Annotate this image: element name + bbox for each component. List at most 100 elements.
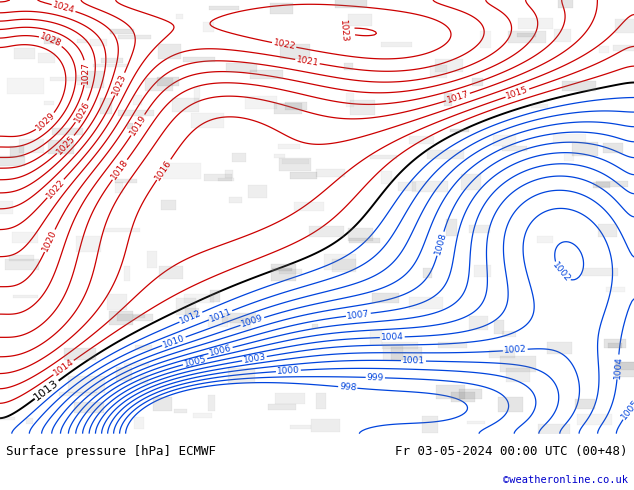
Bar [274, 103, 302, 114]
Text: 999: 999 [366, 373, 384, 382]
Bar [13, 49, 35, 59]
Bar [109, 312, 133, 325]
Text: 1004: 1004 [380, 332, 404, 342]
Bar [599, 46, 609, 53]
Text: 1018: 1018 [110, 158, 130, 182]
Text: 1026: 1026 [72, 99, 91, 124]
Bar [226, 63, 257, 72]
Bar [48, 140, 74, 154]
Text: 1003: 1003 [242, 352, 266, 365]
Bar [615, 362, 634, 377]
Bar [107, 294, 127, 310]
Bar [116, 368, 133, 381]
Bar [285, 102, 307, 110]
Bar [335, 0, 366, 8]
Bar [13, 295, 39, 298]
Text: 1009: 1009 [240, 314, 264, 329]
Bar [278, 145, 300, 149]
Bar [44, 100, 55, 105]
Bar [538, 236, 553, 243]
Text: 1023: 1023 [111, 72, 129, 97]
Text: Fr 03-05-2024 00:00 UTC (00+48): Fr 03-05-2024 00:00 UTC (00+48) [395, 445, 628, 458]
Text: 1023: 1023 [338, 19, 349, 43]
Bar [163, 163, 200, 179]
Bar [427, 150, 464, 159]
Bar [68, 376, 105, 393]
Bar [372, 294, 399, 302]
Bar [604, 339, 626, 348]
Bar [0, 156, 25, 166]
Bar [489, 350, 515, 358]
Bar [506, 368, 530, 382]
Text: 1013: 1013 [32, 377, 61, 402]
Bar [458, 389, 482, 399]
Text: 1007: 1007 [346, 309, 370, 320]
Bar [607, 287, 626, 292]
Bar [0, 416, 15, 420]
Bar [316, 169, 345, 176]
Bar [501, 146, 527, 151]
Bar [124, 363, 150, 366]
Bar [472, 78, 482, 86]
Bar [26, 417, 33, 423]
Bar [248, 185, 267, 198]
Bar [176, 298, 195, 315]
Bar [398, 182, 416, 191]
Bar [225, 170, 233, 178]
Text: 1029: 1029 [34, 111, 57, 133]
Bar [501, 331, 515, 337]
Bar [282, 159, 309, 164]
Text: 1010: 1010 [162, 333, 186, 349]
Bar [437, 342, 467, 348]
Bar [324, 254, 356, 270]
Bar [412, 181, 448, 192]
Bar [101, 58, 122, 63]
Bar [110, 29, 134, 34]
Bar [603, 144, 623, 153]
Bar [229, 196, 242, 203]
Bar [554, 29, 571, 42]
Bar [450, 129, 469, 132]
Bar [493, 135, 517, 146]
Text: 1005: 1005 [183, 354, 207, 369]
Bar [349, 100, 375, 115]
Bar [50, 77, 86, 81]
Bar [75, 236, 101, 252]
Bar [424, 268, 432, 278]
Bar [268, 404, 296, 410]
Bar [210, 290, 219, 301]
Text: 1022: 1022 [272, 38, 296, 51]
Bar [230, 318, 251, 330]
Bar [117, 315, 153, 321]
Bar [222, 313, 256, 323]
Bar [74, 402, 104, 413]
Bar [517, 33, 536, 37]
Bar [294, 202, 324, 211]
Text: 1000: 1000 [276, 366, 300, 376]
Bar [349, 238, 380, 243]
Bar [231, 153, 246, 162]
Bar [145, 77, 173, 91]
Bar [469, 316, 488, 329]
Bar [444, 93, 452, 106]
Text: 1012: 1012 [179, 309, 203, 326]
Bar [290, 425, 311, 429]
Bar [0, 200, 13, 214]
Bar [422, 416, 438, 433]
Bar [218, 178, 234, 180]
Bar [77, 75, 87, 85]
Text: 1014: 1014 [51, 357, 75, 378]
Bar [348, 228, 373, 242]
Bar [381, 172, 392, 184]
Bar [347, 14, 372, 26]
Bar [134, 345, 153, 350]
Bar [346, 94, 354, 107]
Bar [38, 53, 55, 63]
Bar [119, 35, 152, 39]
Bar [194, 87, 200, 102]
Bar [93, 64, 127, 67]
Bar [409, 297, 443, 310]
Bar [344, 63, 353, 70]
Bar [118, 110, 153, 117]
Bar [280, 44, 310, 59]
